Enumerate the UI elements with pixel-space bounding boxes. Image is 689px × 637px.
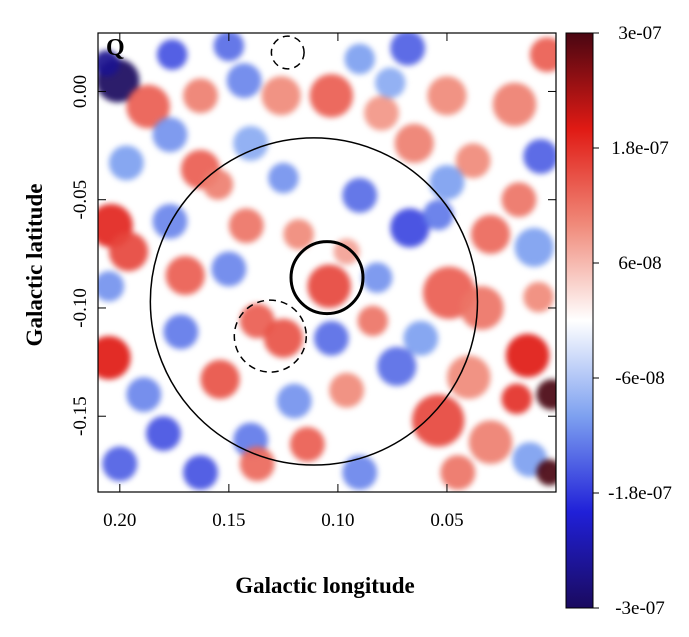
y-axis: 0.00 -0.05 -0.10 -0.15 bbox=[70, 75, 556, 436]
heatmap-blob bbox=[429, 164, 465, 200]
x-tick-label: 0.10 bbox=[321, 510, 354, 531]
heatmap-blob bbox=[102, 446, 138, 482]
heatmap-blob bbox=[152, 117, 188, 153]
y-tick-label: -0.10 bbox=[70, 288, 91, 328]
heatmap-blob bbox=[313, 320, 349, 356]
heatmap-blob bbox=[183, 78, 218, 114]
heatmap-blob bbox=[289, 426, 325, 462]
heatmap-blob bbox=[307, 264, 351, 309]
heatmap-blob bbox=[163, 314, 199, 350]
heatmap-blob bbox=[283, 219, 314, 250]
circle-outer-region bbox=[149, 137, 479, 466]
x-axis: 0.20 0.15 0.10 0.05 bbox=[103, 33, 464, 531]
colorbar-tick-label: 3e-07 bbox=[618, 23, 661, 44]
heatmap-blob bbox=[233, 125, 269, 161]
heatmap-blob bbox=[156, 39, 188, 70]
heatmap-blob bbox=[501, 182, 537, 218]
colorbar-tick-label: 1.8e-07 bbox=[611, 138, 669, 159]
heatmap-blob bbox=[202, 169, 234, 200]
heatmap-blob bbox=[446, 355, 491, 400]
colorbar-tick-label: 6e-08 bbox=[618, 253, 661, 274]
heatmap-blob bbox=[126, 377, 162, 413]
heatmap-blob bbox=[514, 227, 554, 267]
heatmap-blob bbox=[460, 286, 504, 330]
heatmap-blob bbox=[468, 420, 513, 465]
heatmap-blob bbox=[145, 416, 181, 451]
heatmap-blob bbox=[108, 145, 144, 181]
heatmap-blob bbox=[390, 208, 430, 248]
y-tick-label: 0.00 bbox=[70, 75, 91, 108]
circle-dashed-source-south bbox=[233, 299, 308, 373]
heatmap-blob bbox=[152, 203, 188, 239]
heatmap-blob bbox=[501, 383, 533, 415]
heatmap-blob bbox=[422, 199, 454, 231]
heatmap-blob bbox=[165, 255, 205, 296]
y-tick-label: -0.15 bbox=[70, 396, 91, 436]
heatmap-blob bbox=[492, 82, 537, 127]
y-tick-label: -0.05 bbox=[70, 180, 91, 220]
heatmap-blob bbox=[228, 208, 264, 244]
heatmap-blob bbox=[342, 177, 378, 213]
heatmap-blob bbox=[357, 305, 389, 337]
heatmap-blob bbox=[268, 162, 299, 194]
heatmap-blob bbox=[213, 33, 245, 62]
heatmap-blob bbox=[309, 73, 354, 118]
heatmap-blob bbox=[98, 271, 125, 302]
y-axis-title: Galactic latitude bbox=[22, 184, 47, 347]
x-tick-label: 0.20 bbox=[103, 510, 136, 531]
heatmap-blobs bbox=[98, 33, 556, 490]
heatmap-blob bbox=[523, 281, 554, 313]
heatmap-blob bbox=[211, 251, 247, 287]
heatmap-blob bbox=[427, 76, 467, 116]
colorbar-bar bbox=[565, 32, 594, 609]
heatmap-blob bbox=[394, 123, 434, 164]
heatmap-blob bbox=[529, 37, 556, 73]
heatmap-blob bbox=[226, 63, 262, 99]
heatmap-blob bbox=[440, 455, 476, 490]
heatmap-blob bbox=[374, 67, 406, 99]
heatmap-blob bbox=[329, 372, 365, 408]
heatmap-blob bbox=[455, 143, 491, 179]
heatmap-blob bbox=[239, 446, 275, 482]
heatmap-blob bbox=[276, 383, 312, 419]
heatmap-blob bbox=[403, 320, 439, 356]
plot-frame bbox=[97, 32, 557, 493]
heatmap-blob bbox=[183, 455, 218, 490]
heatmap-blob bbox=[98, 335, 131, 380]
colorbar-tick-label: -6e-08 bbox=[615, 368, 665, 389]
x-tick-label: 0.05 bbox=[430, 510, 463, 531]
colorbar-tick-label: -1.8e-07 bbox=[608, 483, 672, 504]
x-axis-title: Galactic longitude bbox=[235, 573, 415, 598]
heatmap-blob bbox=[536, 379, 556, 410]
heatmap-blob bbox=[98, 50, 120, 77]
colorbar-ticks: 3e-07 1.8e-07 6e-08 -6e-08 -1.8e-07 -3e-07 bbox=[593, 23, 672, 619]
x-tick-label: 0.15 bbox=[212, 510, 245, 531]
heatmap-blob bbox=[390, 33, 426, 66]
heatmap-blob bbox=[263, 318, 304, 358]
heatmap-blob bbox=[523, 138, 556, 174]
heatmap-blob bbox=[364, 95, 399, 131]
colorbar-tick-label: -3e-07 bbox=[615, 598, 665, 619]
heatmap-blob bbox=[344, 43, 375, 75]
heatmap-blob bbox=[342, 455, 378, 490]
heatmap-blob bbox=[261, 76, 301, 116]
heatmap-blob bbox=[200, 359, 240, 400]
heatmap-blob bbox=[108, 232, 149, 272]
heatmap-blob bbox=[126, 84, 170, 129]
circle-dashed-source-north bbox=[270, 35, 305, 70]
heatmap-blob bbox=[505, 333, 550, 378]
heatmap-blob bbox=[412, 394, 465, 447]
region-circles bbox=[149, 35, 479, 466]
circle-inner-source bbox=[289, 240, 365, 316]
heatmap-blob bbox=[361, 262, 393, 293]
heatmap-blob bbox=[536, 459, 556, 486]
heatmap-blob bbox=[377, 346, 417, 387]
heatmap-blob bbox=[470, 214, 511, 254]
colorbar: 3e-07 1.8e-07 6e-08 -6e-08 -1.8e-07 -3e-07 bbox=[565, 23, 672, 619]
heatmap-area bbox=[98, 33, 556, 492]
panel-label: Q bbox=[106, 35, 125, 61]
